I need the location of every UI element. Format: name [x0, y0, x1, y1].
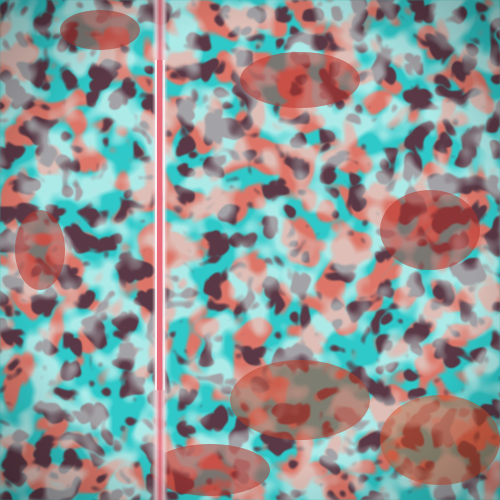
- abstract-texture-canvas: [0, 0, 500, 500]
- vignette-overlay: [0, 0, 500, 500]
- texture-artwork: [0, 0, 500, 500]
